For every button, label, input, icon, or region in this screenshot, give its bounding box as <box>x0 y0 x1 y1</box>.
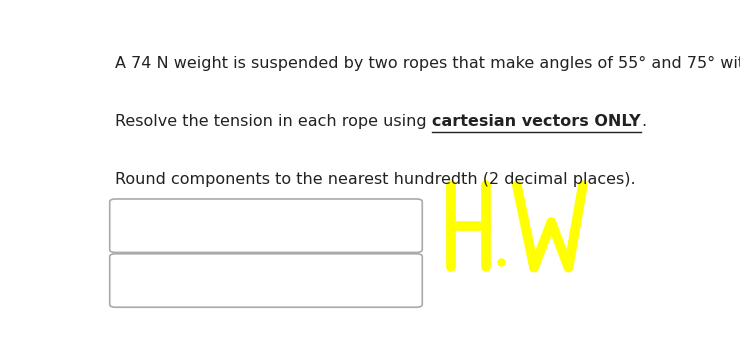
Text: Resolve the tension in each rope using: Resolve the tension in each rope using <box>115 114 432 129</box>
FancyBboxPatch shape <box>110 254 423 307</box>
FancyBboxPatch shape <box>110 199 423 252</box>
Text: cartesian vectors ONLY: cartesian vectors ONLY <box>432 114 641 129</box>
Text: .: . <box>641 114 646 129</box>
Text: Round components to the nearest hundredth (2 decimal places).: Round components to the nearest hundredt… <box>115 172 636 187</box>
Text: A 74 N weight is suspended by two ropes that make angles of 55° and 75° with the: A 74 N weight is suspended by two ropes … <box>115 57 740 72</box>
